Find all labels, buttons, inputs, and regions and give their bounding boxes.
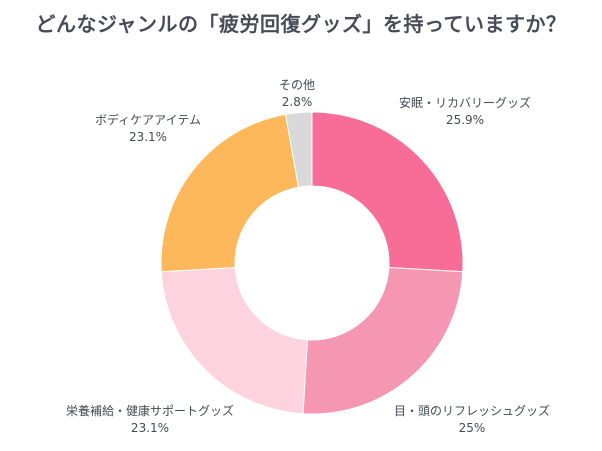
slice-label-2: 栄養補給・健康サポートグッズ 23.1% xyxy=(65,404,235,435)
slice-label-3: ボディケアアイテム 23.1% xyxy=(95,113,201,144)
slice-label-0: 安眠・リカバリーグッズ 25.9% xyxy=(398,96,532,127)
slice-3 xyxy=(160,113,300,273)
slice-label-1: 目・頭のリフレッシュグッズ 25% xyxy=(393,404,551,435)
slice-0 xyxy=(311,111,464,273)
chart-title: どんなジャンルの「疲労回復グッズ」を持っていますか？ xyxy=(35,12,567,36)
slice-4 xyxy=(284,111,313,188)
slice-2 xyxy=(160,266,308,415)
slice-label-4: その他 2.8% xyxy=(278,78,316,109)
slice-1 xyxy=(302,266,464,415)
